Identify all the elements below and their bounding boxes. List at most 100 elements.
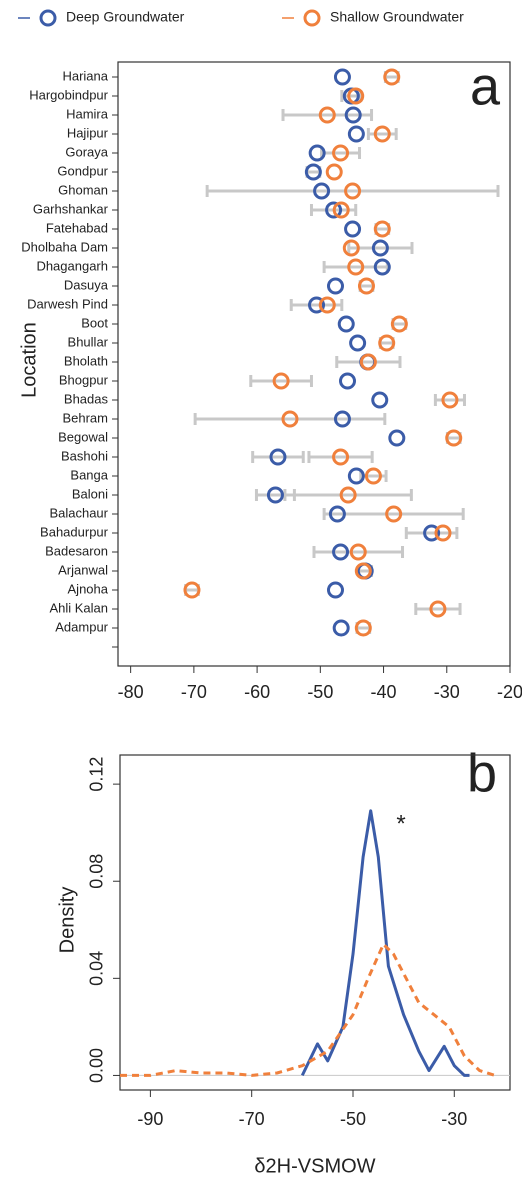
plot-frame — [119, 754, 511, 1091]
y-tick-label: 0.12 — [87, 757, 107, 792]
y-tick-label: 0.04 — [87, 951, 107, 986]
y-tick-label: Bhadas — [64, 391, 109, 406]
plot-frame — [117, 61, 511, 667]
y-tick-label: 0.08 — [87, 854, 107, 889]
legend-label: Deep Groundwater — [66, 9, 185, 25]
y-tick-label: Hargobindpur — [29, 87, 108, 102]
dot — [357, 277, 375, 295]
dot — [339, 486, 357, 504]
x-tick-label: -30 — [434, 682, 460, 702]
dot — [373, 220, 391, 238]
dot — [359, 353, 377, 371]
error-bar — [320, 147, 362, 159]
dot — [308, 296, 326, 314]
dot — [344, 182, 362, 200]
dot — [378, 334, 396, 352]
y-tick-label: Bholath — [64, 353, 108, 368]
error-bar — [404, 527, 459, 539]
error-bar — [205, 185, 500, 197]
panel-label: b — [467, 743, 497, 803]
y-tick-label: Bashohi — [61, 448, 108, 463]
dot — [332, 543, 350, 561]
y-tick-label: Begowal — [58, 429, 108, 444]
y-tick-label: Garhshankar — [33, 201, 109, 216]
dot — [308, 144, 326, 162]
dot — [445, 429, 463, 447]
dot — [272, 372, 290, 390]
error-bar — [322, 508, 465, 520]
dot — [390, 315, 408, 333]
error-bar — [335, 356, 402, 368]
y-tick-label: Bahadurpur — [40, 524, 109, 539]
x-tick-label: -70 — [181, 682, 207, 702]
y-tick-label: Ghoman — [58, 182, 108, 197]
x-tick-label: -80 — [118, 682, 144, 702]
y-tick-label: Hajipur — [67, 125, 109, 140]
dot — [332, 448, 350, 466]
dot — [441, 391, 459, 409]
y-tick-label: Adampur — [55, 619, 108, 634]
x-tick-label: -30 — [441, 1109, 467, 1129]
y-tick-label: Fatehabad — [46, 220, 108, 235]
dot — [269, 448, 287, 466]
dot — [354, 619, 372, 637]
dot — [313, 182, 331, 200]
y-tick-label: 0.00 — [87, 1048, 107, 1083]
density-line — [300, 809, 470, 1077]
dot — [344, 106, 362, 124]
y-tick-label: Baloni — [72, 486, 108, 501]
dot — [347, 467, 365, 485]
y-axis-label: Density — [56, 887, 78, 954]
dot — [347, 125, 365, 143]
y-tick-label: Ajnoha — [68, 581, 109, 596]
y-tick-label: Behram — [62, 410, 108, 425]
dot — [281, 410, 299, 428]
x-tick-label: -70 — [239, 1109, 265, 1129]
x-tick-label: -20 — [497, 682, 522, 702]
y-tick-label: Badesaron — [45, 543, 108, 558]
dot — [347, 87, 365, 105]
x-tick-label: -60 — [244, 682, 270, 702]
dot — [373, 125, 391, 143]
dot — [371, 239, 389, 257]
dot — [332, 619, 350, 637]
x-axis-label: δ2H-VSMOW — [254, 1155, 375, 1177]
dot — [328, 505, 346, 523]
error-bar — [366, 128, 398, 140]
dot — [385, 505, 403, 523]
y-tick-label: Banga — [70, 467, 108, 482]
legend-marker — [303, 9, 321, 27]
dot — [339, 372, 357, 390]
annotation: * — [396, 811, 405, 838]
x-tick-label: -90 — [137, 1109, 163, 1129]
y-tick-label: Dasuya — [64, 277, 109, 292]
dot — [371, 391, 389, 409]
error-bar — [281, 109, 374, 121]
dot — [325, 201, 343, 219]
dot — [364, 467, 382, 485]
y-tick-label: Dholbaha Dam — [21, 239, 108, 254]
x-tick-label: -50 — [307, 682, 333, 702]
x-tick-label: -40 — [371, 682, 397, 702]
y-axis-label: Location — [18, 322, 40, 398]
dot — [434, 524, 452, 542]
y-tick-label: Hamira — [66, 106, 109, 121]
error-bar — [249, 375, 313, 387]
y-tick-label: Arjanwal — [58, 562, 108, 577]
dot — [332, 201, 350, 219]
dot — [344, 220, 362, 238]
y-tick-label: Bhogpur — [59, 372, 109, 387]
panel-label: a — [470, 56, 501, 116]
error-bar — [433, 394, 466, 406]
dot — [318, 296, 336, 314]
dot — [333, 68, 351, 86]
error-bar — [414, 603, 462, 615]
dot — [326, 277, 344, 295]
y-tick-label: Hariana — [62, 68, 108, 83]
y-tick-label: Dhagangarh — [36, 258, 108, 273]
dot — [388, 429, 406, 447]
x-tick-label: -50 — [340, 1109, 366, 1129]
dot — [429, 600, 447, 618]
